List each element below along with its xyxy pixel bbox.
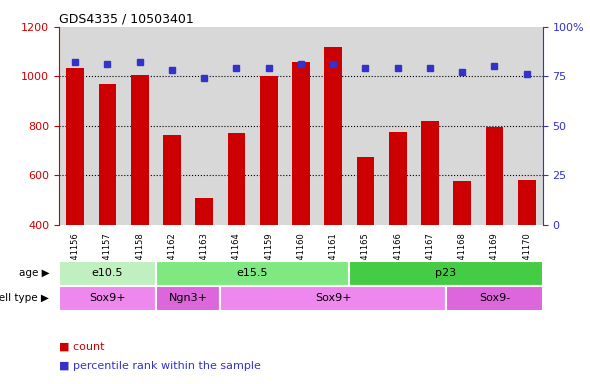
Bar	[66, 68, 84, 324]
Text: p23: p23	[435, 268, 457, 278]
Text: cell type ▶: cell type ▶	[0, 293, 50, 303]
Bar	[486, 127, 503, 324]
Bar	[349, 261, 543, 286]
Bar	[518, 180, 536, 324]
Text: Sox9+: Sox9+	[89, 293, 126, 303]
Bar	[421, 121, 439, 324]
Bar	[228, 133, 245, 324]
Bar	[99, 84, 116, 324]
Bar	[156, 261, 349, 286]
Bar	[324, 47, 342, 324]
Text: Sox9-: Sox9-	[479, 293, 510, 303]
Bar	[220, 286, 446, 311]
Bar	[356, 157, 374, 324]
Text: Sox9+: Sox9+	[315, 293, 352, 303]
Bar	[292, 61, 310, 324]
Text: ■ percentile rank within the sample: ■ percentile rank within the sample	[59, 361, 261, 371]
Text: ■ count: ■ count	[59, 342, 104, 352]
Bar	[260, 76, 277, 324]
Bar	[163, 135, 181, 324]
Text: Ngn3+: Ngn3+	[169, 293, 208, 303]
Bar	[156, 286, 220, 311]
Text: e10.5: e10.5	[91, 268, 123, 278]
Bar	[446, 286, 543, 311]
Bar	[59, 286, 156, 311]
Bar	[389, 132, 407, 324]
Text: GDS4335 / 10503401: GDS4335 / 10503401	[59, 13, 194, 26]
Text: e15.5: e15.5	[237, 268, 268, 278]
Bar	[453, 181, 471, 324]
Bar	[131, 75, 149, 324]
Bar	[59, 261, 156, 286]
Text: age ▶: age ▶	[19, 268, 50, 278]
Bar	[195, 198, 213, 324]
